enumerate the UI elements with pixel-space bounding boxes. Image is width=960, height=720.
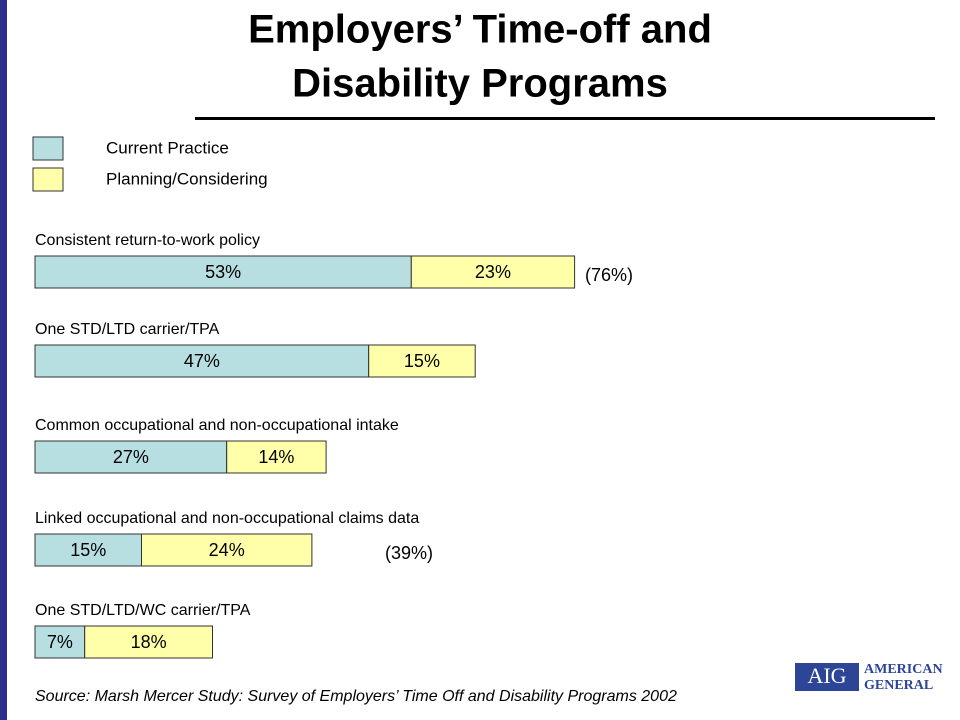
category-label: One STD/LTD/WC carrier/TPA (35, 602, 251, 619)
title-rule (195, 117, 935, 120)
value-label: 53% (205, 262, 241, 282)
bar-segment (34, 440, 228, 474)
legend-label: Planning/Considering (106, 169, 268, 188)
value-label: 15% (404, 351, 440, 371)
category-label: Linked occupational and non-occupational… (35, 510, 419, 527)
value-label: 14% (258, 447, 294, 467)
legend-swatch (32, 167, 64, 192)
title-line: Employers’ Time-off and (248, 8, 712, 52)
category-label: Common occupational and non-occupational… (35, 417, 399, 434)
value-label: 23% (475, 262, 511, 282)
category-label: Consistent return-to-work policy (35, 232, 260, 249)
bar-segment (84, 625, 213, 659)
value-label: 18% (131, 632, 167, 652)
legend-swatch (32, 136, 64, 161)
bar-segment (368, 344, 476, 378)
legend-label: Current Practice (106, 138, 229, 157)
category-label: One STD/LTD carrier/TPA (35, 321, 220, 338)
bar-segment (34, 344, 370, 378)
bar-segment (34, 255, 412, 289)
bar-segment (226, 440, 327, 474)
bar-segment (34, 625, 86, 659)
bar-segment (410, 255, 576, 289)
total-label: (76%) (585, 265, 633, 285)
title-line: Disability Programs (292, 62, 668, 106)
bar-segment (141, 533, 313, 567)
value-label: 27% (113, 447, 149, 467)
side-stripe (0, 0, 7, 720)
logo-box (795, 663, 859, 691)
total-label: (39%) (385, 543, 433, 563)
value-label: 47% (184, 351, 220, 371)
source: Source: Marsh Mercer Study: Survey of Em… (35, 688, 677, 705)
logo-mark: AIG (807, 663, 846, 688)
value-label: 15% (70, 540, 106, 560)
value-label: 7% (47, 632, 73, 652)
logo-name: AMERICAN (864, 662, 943, 677)
logo-name: GENERAL (864, 678, 933, 693)
value-label: 24% (209, 540, 245, 560)
